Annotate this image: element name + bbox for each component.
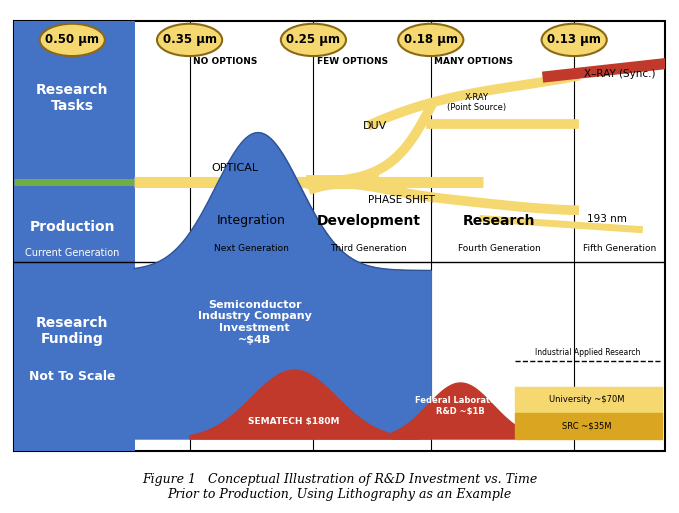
Ellipse shape [157, 24, 222, 56]
Text: Third Generation: Third Generation [331, 244, 407, 253]
Text: Not To Scale: Not To Scale [29, 369, 115, 383]
Text: Fifth Generation: Fifth Generation [583, 244, 657, 253]
Ellipse shape [281, 24, 346, 56]
Text: OPTICAL: OPTICAL [212, 164, 259, 173]
Text: 0.25 μm: 0.25 μm [287, 33, 340, 46]
Text: NO OPTIONS: NO OPTIONS [193, 57, 257, 66]
FancyBboxPatch shape [14, 21, 135, 451]
Text: 0.50 μm: 0.50 μm [45, 33, 99, 46]
Text: Semiconductor
Industry Company
Investment
~$4B: Semiconductor Industry Company Investmen… [198, 300, 312, 345]
Ellipse shape [542, 24, 607, 56]
Text: Research
Tasks: Research Tasks [36, 83, 109, 113]
Text: PHASE SHIFT: PHASE SHIFT [368, 195, 435, 205]
Text: Federal Laboratory
R&D ~$1B: Federal Laboratory R&D ~$1B [415, 397, 505, 416]
Text: 0.35 μm: 0.35 μm [162, 33, 217, 46]
Text: Research
Funding: Research Funding [36, 315, 109, 346]
Text: MANY OPTIONS: MANY OPTIONS [434, 57, 513, 66]
Text: Next Generation: Next Generation [214, 244, 289, 253]
Text: SEMATECH $180M: SEMATECH $180M [248, 417, 340, 426]
Text: Industrial Applied Research: Industrial Applied Research [534, 348, 640, 357]
Text: X–RAY (Sync.): X–RAY (Sync.) [584, 69, 655, 78]
Text: FEW OPTIONS: FEW OPTIONS [316, 57, 388, 66]
Ellipse shape [398, 24, 463, 56]
Text: Research: Research [463, 214, 536, 228]
Text: Fourth Generation: Fourth Generation [458, 244, 540, 253]
Text: 0.13 μm: 0.13 μm [547, 33, 601, 46]
Text: X-RAY
(Point Source): X-RAY (Point Source) [447, 93, 506, 112]
Text: SRC ~$35M: SRC ~$35M [562, 421, 612, 430]
Ellipse shape [39, 24, 105, 56]
Text: Development: Development [317, 214, 421, 228]
Text: University ~$70M: University ~$70M [549, 395, 625, 404]
Text: Figure 1   Conceptual Illustration of R&D Investment vs. Time
Prior to Productio: Figure 1 Conceptual Illustration of R&D … [142, 473, 537, 501]
Text: 0.18 μm: 0.18 μm [404, 33, 458, 46]
Text: 193 nm: 193 nm [587, 214, 627, 224]
Text: Current Generation: Current Generation [25, 248, 120, 258]
FancyBboxPatch shape [14, 21, 665, 451]
Text: Integration: Integration [217, 214, 286, 227]
Text: Production: Production [29, 221, 115, 234]
Text: DUV: DUV [363, 121, 388, 131]
